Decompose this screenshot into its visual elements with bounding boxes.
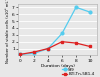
X-axis label: Duration (days): Duration (days)	[41, 64, 74, 68]
Y-axis label: Number of viable cells (x10⁶ mL⁻¹): Number of viable cells (x10⁶ mL⁻¹)	[6, 0, 10, 63]
Legend: Sf9, BTI-Tn-5B1-4: Sf9, BTI-Tn-5B1-4	[62, 67, 95, 77]
